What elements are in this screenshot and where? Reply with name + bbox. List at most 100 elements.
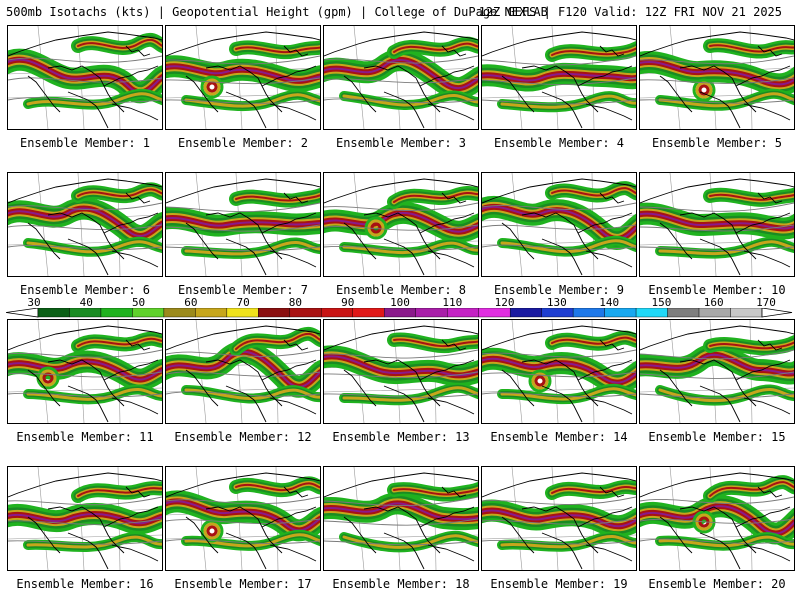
coastline <box>269 103 317 121</box>
ensemble-map-panel <box>165 319 321 424</box>
isotach-band <box>482 509 636 528</box>
ensemble-map-panel <box>165 466 321 571</box>
colorbar-swatch <box>698 308 731 318</box>
isotach-band <box>342 241 478 254</box>
colorbar-swatch <box>352 308 385 318</box>
coastline <box>699 532 741 570</box>
coastline <box>482 31 636 57</box>
height-contour <box>8 349 162 358</box>
isotach-band <box>640 212 794 230</box>
colorbar-swatch <box>730 308 763 318</box>
coastline <box>27 75 61 113</box>
colorbar-left-arrow <box>6 308 39 318</box>
valid-time: 12Z GEFS | F120 Valid: 12Z FRI NOV 21 20… <box>478 5 782 19</box>
coastline <box>419 506 475 528</box>
map-graphic <box>482 467 636 570</box>
height-contour <box>8 518 162 525</box>
ensemble-map-panel <box>481 319 637 424</box>
closed-low-contour <box>206 81 218 93</box>
coastline <box>482 472 636 498</box>
coastline <box>383 532 425 570</box>
colorbar-swatch <box>667 308 700 318</box>
isotach-band <box>26 388 162 401</box>
colorbar-tick-label: 30 <box>27 296 41 309</box>
isotach-band <box>551 336 636 345</box>
height-contour <box>324 518 478 526</box>
isotach-band <box>8 360 162 381</box>
ensemble-map-panel <box>7 172 163 277</box>
height-contour <box>8 202 162 211</box>
height-contour <box>640 349 794 360</box>
coastline <box>47 65 125 113</box>
coastline <box>225 238 267 276</box>
isotach-band <box>551 47 636 56</box>
colorbar-swatch <box>572 308 605 318</box>
coastline <box>261 506 317 528</box>
colorbar-tick-label: 80 <box>288 296 303 309</box>
coastline <box>261 65 317 87</box>
coastline <box>679 212 757 260</box>
isotach-colorbar: 30 40 50 60 70 80 90 100 110 120 130 140 150 160 170 <box>6 296 794 322</box>
height-contour <box>482 540 636 545</box>
coastline <box>441 486 467 498</box>
height-contour <box>8 496 162 506</box>
isotach-band <box>393 488 478 496</box>
ensemble-map-panel <box>481 25 637 130</box>
height-contour <box>166 246 320 252</box>
height-contour <box>482 496 636 505</box>
coastline <box>383 238 425 276</box>
isotach-band <box>166 217 320 227</box>
height-contour <box>482 99 636 105</box>
height-contour <box>324 393 478 398</box>
coastline <box>363 65 441 113</box>
height-contour <box>482 244 636 250</box>
coastline <box>185 75 219 113</box>
coastline <box>743 397 791 415</box>
coastline <box>125 45 151 57</box>
height-contour <box>482 202 636 211</box>
height-contour <box>482 349 636 358</box>
isotach-band <box>324 211 478 233</box>
map-graphic <box>324 467 478 570</box>
height-contour <box>640 393 794 399</box>
height-contour <box>324 98 478 104</box>
height-contour <box>640 99 794 104</box>
coastline <box>324 325 478 351</box>
colorbar-tick-label: 40 <box>79 296 93 309</box>
isotach-band <box>482 357 636 384</box>
isotach-band <box>393 42 478 53</box>
map-graphic <box>166 467 320 570</box>
height-contour <box>640 518 794 524</box>
coastline <box>363 506 441 554</box>
colorbar-swatch <box>415 308 448 318</box>
colorbar-swatch <box>321 308 353 318</box>
coastline <box>757 339 783 351</box>
closed-low-contour <box>534 375 546 387</box>
coastline <box>363 359 441 407</box>
coastline <box>205 359 283 407</box>
colorbar-tick-label: 170 <box>756 296 776 309</box>
ensemble-map-panel <box>7 319 163 424</box>
height-contour <box>166 391 320 397</box>
colorbar-swatch <box>69 308 102 318</box>
coastline <box>125 192 151 204</box>
isotach-band <box>166 500 320 532</box>
map-graphic <box>324 173 478 276</box>
coastline <box>577 359 633 381</box>
height-contour <box>166 349 320 357</box>
coastline <box>8 178 162 204</box>
isotach-band <box>324 355 478 377</box>
colorbar-tick-label: 120 <box>494 296 515 309</box>
coastline <box>599 45 625 57</box>
isotach-band <box>324 59 478 90</box>
isotach-band <box>551 187 636 197</box>
isotach-band <box>640 505 794 535</box>
map-graphic <box>324 26 478 129</box>
coastline <box>699 385 741 423</box>
coastline <box>67 238 109 276</box>
colorbar-swatch <box>100 308 133 318</box>
height-contour <box>324 202 478 211</box>
ensemble-member-label: Ensemble Member: 2 <box>177 136 309 150</box>
coastline <box>166 472 320 498</box>
map-graphic <box>166 320 320 423</box>
